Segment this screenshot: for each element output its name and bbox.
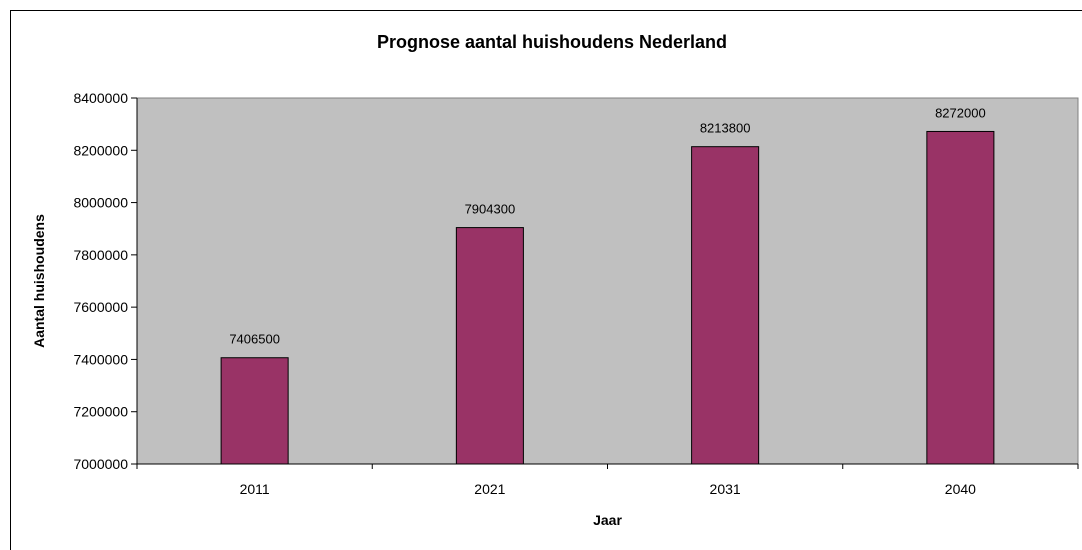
- data-label: 8213800: [700, 121, 751, 136]
- y-tick-label: 7400000: [73, 351, 128, 367]
- chart-title: Prognose aantal huishoudens Nederland: [377, 32, 727, 52]
- x-tick-label: 2011: [240, 481, 270, 497]
- bar: [455, 227, 524, 465]
- data-label: 8272000: [935, 105, 986, 120]
- y-tick-label: 8000000: [73, 195, 128, 211]
- bar: [926, 130, 995, 465]
- bar: [220, 357, 289, 465]
- x-axis-ticks: 2011 2021 2031 2040: [136, 464, 1079, 497]
- data-label: 7904300: [465, 202, 516, 217]
- x-tick-label: 2040: [945, 481, 976, 497]
- y-axis-ticks: 7000000 7200000 7400000 7600000 7800000 80000…: [73, 90, 137, 472]
- x-tick-label: 2031: [710, 481, 741, 497]
- y-tick-label: 7000000: [73, 456, 128, 472]
- data-label: 7406500: [229, 332, 280, 347]
- y-tick-label: 7800000: [73, 247, 128, 263]
- y-axis-title: Aantal huishoudens: [31, 214, 47, 348]
- x-tick-label: 2021: [474, 481, 505, 497]
- y-tick-label: 7200000: [73, 404, 128, 420]
- bar: [691, 146, 760, 465]
- bars: 7406500 7904300 8213800 8272000: [220, 105, 995, 465]
- y-tick-label: 8200000: [73, 142, 128, 158]
- x-axis-title: Jaar: [593, 512, 622, 528]
- y-tick-label: 8400000: [73, 90, 128, 106]
- y-tick-label: 7600000: [73, 299, 128, 315]
- plot-area: [136, 97, 1079, 465]
